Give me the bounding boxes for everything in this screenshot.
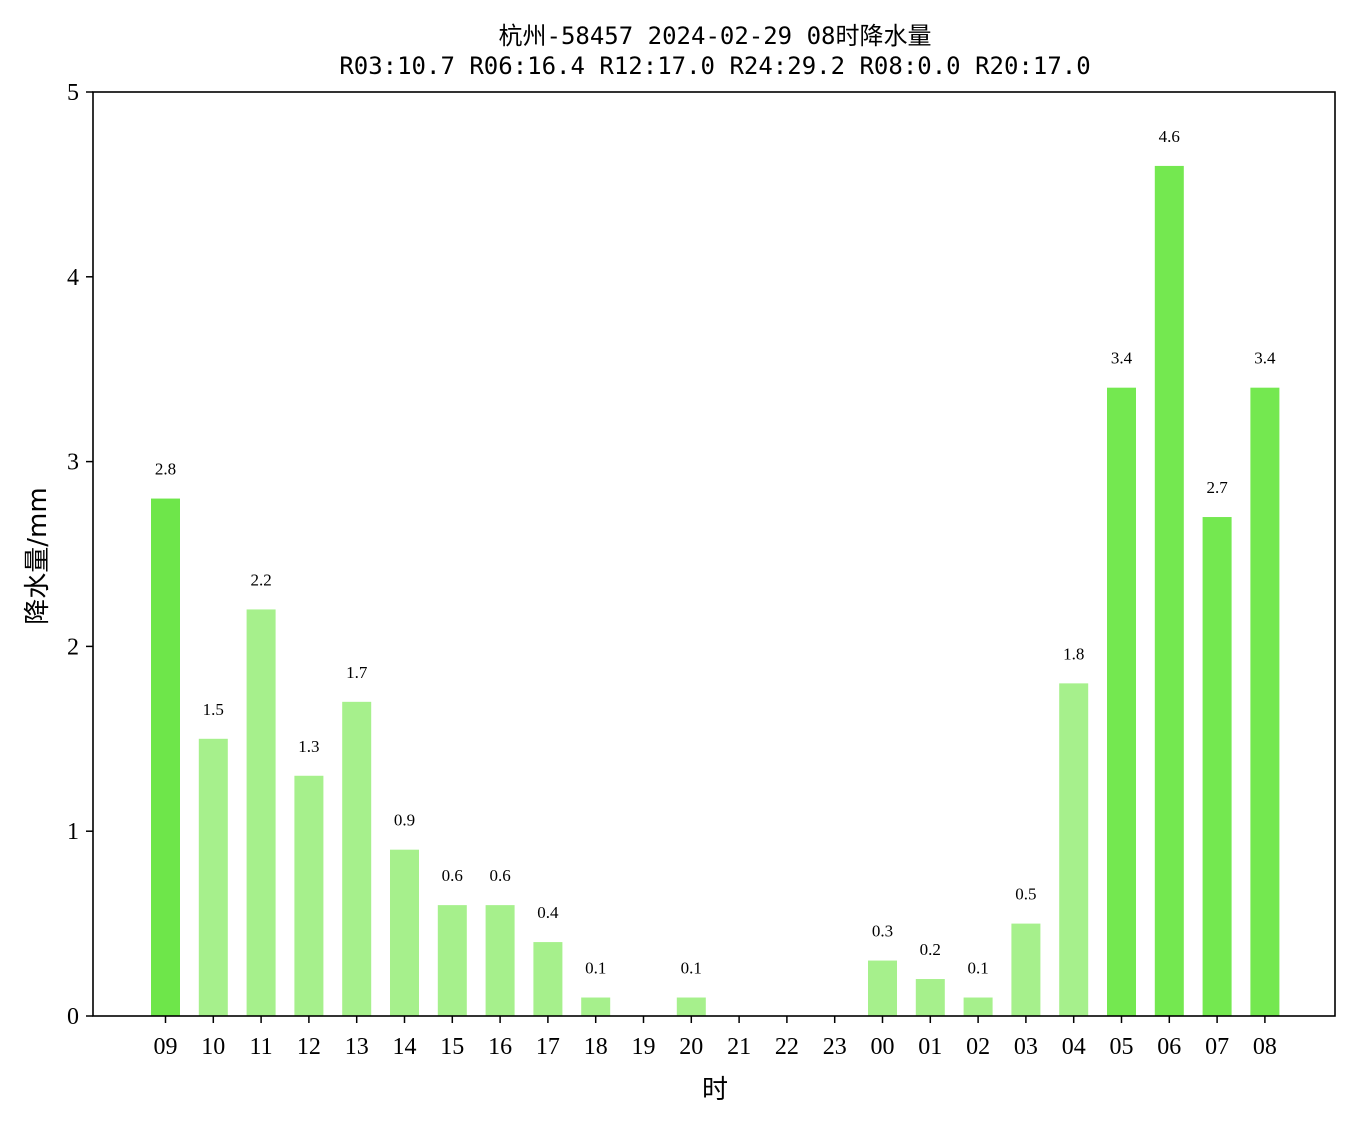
bar-value-label: 1.3 xyxy=(298,737,319,756)
plot-frame xyxy=(92,91,1336,1017)
bar-value-label: 0.1 xyxy=(967,959,988,978)
bar-10 xyxy=(198,738,228,1016)
bar-value-label: 2.7 xyxy=(1206,478,1228,497)
x-tick-label: 08 xyxy=(1253,1034,1277,1060)
y-tick-label: 0 xyxy=(67,1004,79,1030)
bar-value-label: 0.2 xyxy=(920,940,941,959)
chart-subtitle: R03:10.7 R06:16.4 R12:17.0 R24:29.2 R08:… xyxy=(339,52,1090,80)
x-tick-label: 18 xyxy=(584,1034,608,1060)
bar-05 xyxy=(1107,387,1136,1016)
x-tick-label: 05 xyxy=(1110,1034,1134,1060)
bar-value-label: 1.7 xyxy=(346,663,368,682)
bar-17 xyxy=(533,942,563,1016)
bar-01 xyxy=(915,979,945,1016)
bar-14 xyxy=(390,849,419,1016)
x-tick-label: 11 xyxy=(250,1034,273,1060)
bar-03 xyxy=(1011,923,1041,1016)
bar-11 xyxy=(246,609,276,1016)
chart-title: 杭州-58457 2024-02-29 08时降水量 xyxy=(499,22,932,50)
bar-value-label: 2.8 xyxy=(155,460,176,479)
x-tick-label: 14 xyxy=(393,1034,417,1060)
bar-value-label: 0.4 xyxy=(537,903,559,922)
bar-value-label: 0.6 xyxy=(442,866,463,885)
x-tick-label: 04 xyxy=(1062,1034,1086,1060)
x-tick-label: 20 xyxy=(679,1034,703,1060)
bar-20 xyxy=(676,997,706,1016)
x-tick-label: 00 xyxy=(871,1034,895,1060)
bar-value-label: 3.4 xyxy=(1254,349,1276,368)
bar-value-label: 0.5 xyxy=(1015,885,1036,904)
bar-value-label: 2.2 xyxy=(250,570,271,589)
x-tick-label: 16 xyxy=(488,1034,512,1060)
bar-00 xyxy=(868,960,897,1016)
x-tick-label: 13 xyxy=(345,1034,369,1060)
x-tick-label: 02 xyxy=(966,1034,990,1060)
x-axis-label: 时 xyxy=(702,1075,728,1105)
x-tick-label: 10 xyxy=(201,1034,225,1060)
x-tick-label: 07 xyxy=(1205,1034,1229,1060)
bar-18 xyxy=(581,997,611,1016)
bar-value-label: 0.9 xyxy=(394,811,415,830)
bar-13 xyxy=(342,701,372,1016)
bar-value-label: 0.6 xyxy=(489,866,510,885)
bar-09 xyxy=(151,498,180,1016)
x-tick-label: 15 xyxy=(440,1034,464,1060)
bar-value-label: 0.3 xyxy=(872,922,893,941)
bar-06 xyxy=(1154,165,1184,1017)
x-tick-label: 06 xyxy=(1157,1034,1181,1060)
bar-04 xyxy=(1059,683,1089,1016)
x-tick-label: 03 xyxy=(1014,1034,1038,1060)
bar-16 xyxy=(485,905,515,1016)
bar-value-label: 3.4 xyxy=(1111,349,1133,368)
bar-15 xyxy=(437,905,467,1016)
y-tick-label: 3 xyxy=(67,450,79,476)
x-tick-label: 17 xyxy=(536,1034,560,1060)
x-tick-label: 19 xyxy=(632,1034,656,1060)
y-tick-label: 5 xyxy=(67,80,79,106)
x-tick-label: 23 xyxy=(823,1034,847,1060)
y-tick-label: 4 xyxy=(67,265,79,291)
bar-12 xyxy=(294,775,324,1016)
bar-value-label: 1.8 xyxy=(1063,644,1084,663)
bar-02 xyxy=(963,997,993,1016)
y-tick-label: 2 xyxy=(67,634,79,660)
plot-area: 0123452.8091.5102.2111.3121.7130.9140.61… xyxy=(67,80,1280,1060)
bar-08 xyxy=(1250,387,1280,1016)
x-tick-label: 22 xyxy=(775,1034,799,1060)
bar-value-label: 1.5 xyxy=(203,700,224,719)
x-tick-label: 12 xyxy=(297,1034,321,1060)
bar-value-label: 4.6 xyxy=(1159,127,1180,146)
bar-value-label: 0.1 xyxy=(585,959,606,978)
x-tick-label: 09 xyxy=(154,1034,178,1060)
x-tick-label: 21 xyxy=(727,1034,751,1060)
bar-value-label: 0.1 xyxy=(681,959,702,978)
y-tick-label: 1 xyxy=(67,819,79,845)
bar-07 xyxy=(1202,517,1232,1016)
x-tick-label: 01 xyxy=(918,1034,942,1060)
y-axis-label: 降水量/mm xyxy=(23,487,53,624)
